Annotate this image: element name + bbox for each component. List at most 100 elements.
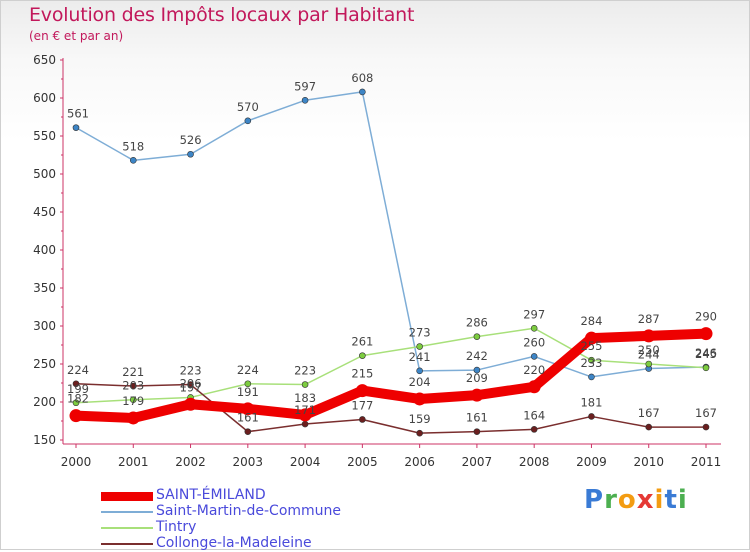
data-label-tintry: 297 <box>523 307 545 321</box>
proxiti-logo: Proxiti <box>584 485 688 515</box>
logo-letter: i <box>654 485 665 515</box>
data-point-tintry <box>530 324 538 332</box>
data-label-saint-martin-de-commune: 233 <box>580 356 602 370</box>
data-point-collonge-la-madeleine <box>645 423 653 431</box>
data-label-saint-martin-de-commune: 597 <box>294 79 316 93</box>
data-point-saint-emiland <box>298 408 312 422</box>
data-label-saint-emiland: 290 <box>695 310 717 324</box>
data-label-collonge-la-madeleine: 159 <box>409 412 431 426</box>
data-label-saint-martin-de-commune: 526 <box>180 133 202 147</box>
data-point-saint-emiland <box>413 392 427 406</box>
data-label-saint-martin-de-commune: 608 <box>351 71 373 85</box>
data-point-saint-emiland <box>642 329 656 343</box>
data-label-saint-emiland: 284 <box>580 314 602 328</box>
logo-letter: P <box>584 485 605 515</box>
y-tick-label: 450 <box>33 205 56 219</box>
data-label-saint-martin-de-commune: 241 <box>409 350 431 364</box>
legend-label-saint-emiland: SAINT-ÉMILAND <box>156 487 266 503</box>
data-label-saint-emiland: 215 <box>351 367 373 381</box>
data-point-saint-martin-de-commune <box>244 117 252 125</box>
x-tick-label: 2005 <box>347 455 378 469</box>
x-tick-label: 2006 <box>404 455 435 469</box>
data-point-collonge-la-madeleine <box>187 381 194 388</box>
data-point-saint-emiland <box>355 384 369 398</box>
data-label-tintry: 255 <box>580 339 602 353</box>
data-label-collonge-la-madeleine: 161 <box>237 411 259 425</box>
data-label-tintry: 223 <box>294 364 316 378</box>
logo-letter: t <box>664 485 678 515</box>
x-tick-label: 2004 <box>290 455 321 469</box>
data-point-tintry <box>645 360 653 368</box>
data-point-collonge-la-madeleine <box>588 413 595 420</box>
data-point-collonge-la-madeleine <box>244 428 252 435</box>
data-label-tintry: 224 <box>237 363 259 377</box>
data-point-saint-martin-de-commune <box>301 96 309 104</box>
data-label-tintry: 203 <box>122 379 144 393</box>
data-label-tintry: 286 <box>466 316 488 330</box>
data-label-collonge-la-madeleine: 167 <box>695 406 717 420</box>
data-label-saint-emiland: 209 <box>466 371 488 385</box>
data-label-collonge-la-madeleine: 177 <box>351 398 373 412</box>
data-point-tintry <box>416 343 423 350</box>
data-label-saint-martin-de-commune: 570 <box>237 100 259 114</box>
data-label-collonge-la-madeleine: 161 <box>466 411 488 425</box>
x-tick-label: 2002 <box>175 455 206 469</box>
data-point-saint-martin-de-commune <box>187 150 194 158</box>
x-tick-label: 2003 <box>233 455 264 469</box>
data-label-collonge-la-madeleine: 223 <box>180 364 202 378</box>
data-label-collonge-la-madeleine: 181 <box>580 395 602 409</box>
legend-swatch-saint-martin-de-commune <box>101 511 153 513</box>
legend-label-tintry: Tintry <box>156 519 197 535</box>
legend-swatch-collonge-la-madeleine <box>101 543 153 545</box>
legend-label-saint-martin-de-commune: Saint-Martin-de-Commune <box>156 503 342 519</box>
data-point-saint-martin-de-commune <box>530 353 538 360</box>
x-tick-label: 2007 <box>462 455 493 469</box>
data-point-saint-emiland <box>126 411 140 425</box>
data-point-collonge-la-madeleine <box>72 380 80 388</box>
data-point-collonge-la-madeleine <box>301 420 309 428</box>
data-label-collonge-la-madeleine: 167 <box>638 406 660 420</box>
y-tick-label: 550 <box>33 129 56 143</box>
series-line-tintry <box>75 327 707 404</box>
y-tick-label: 150 <box>33 433 56 447</box>
data-point-saint-martin-de-commune <box>588 373 595 381</box>
data-label-saint-martin-de-commune: 246 <box>695 346 717 360</box>
data-label-tintry: 250 <box>638 343 660 357</box>
data-point-collonge-la-madeleine <box>473 428 481 435</box>
data-label-tintry: 245 <box>695 347 717 361</box>
y-tick-label: 350 <box>33 281 56 295</box>
data-point-tintry <box>359 352 366 359</box>
data-label-tintry: 206 <box>180 376 202 390</box>
legend-swatch-tintry <box>101 527 153 529</box>
x-tick-label: 2001 <box>118 455 149 469</box>
chart-subtitle: (en € et par an) <box>29 29 124 43</box>
x-tick-label: 2008 <box>519 455 550 469</box>
data-point-tintry <box>588 356 595 364</box>
legend-swatch-saint-emiland <box>101 492 153 501</box>
data-point-saint-emiland <box>699 327 713 341</box>
data-point-collonge-la-madeleine <box>416 429 423 437</box>
data-point-collonge-la-madeleine <box>702 423 710 431</box>
y-tick-label: 650 <box>33 53 56 67</box>
data-point-saint-emiland <box>184 397 198 411</box>
data-point-saint-martin-de-commune <box>416 367 423 375</box>
logo-letter: i <box>677 485 688 515</box>
data-point-tintry <box>72 399 80 407</box>
series-line-saint-martin-de-commune <box>75 91 707 378</box>
x-tick-label: 2009 <box>576 455 607 469</box>
data-point-tintry <box>129 396 137 404</box>
data-label-tintry: 199 <box>67 382 89 396</box>
data-label-saint-emiland: 220 <box>523 363 545 377</box>
data-point-tintry <box>244 380 252 388</box>
data-label-saint-martin-de-commune: 244 <box>638 348 660 362</box>
data-label-saint-martin-de-commune: 260 <box>523 335 545 349</box>
logo-letter: r <box>604 485 618 515</box>
x-tick-label: 2011 <box>691 455 722 469</box>
x-tick-label: 2000 <box>61 455 92 469</box>
data-label-saint-martin-de-commune: 561 <box>67 107 89 121</box>
series-line-saint-emiland <box>71 328 711 423</box>
data-label-collonge-la-madeleine: 224 <box>67 363 89 377</box>
data-point-tintry <box>301 381 309 388</box>
data-label-collonge-la-madeleine: 171 <box>294 403 316 417</box>
data-label-saint-emiland: 287 <box>638 312 660 326</box>
